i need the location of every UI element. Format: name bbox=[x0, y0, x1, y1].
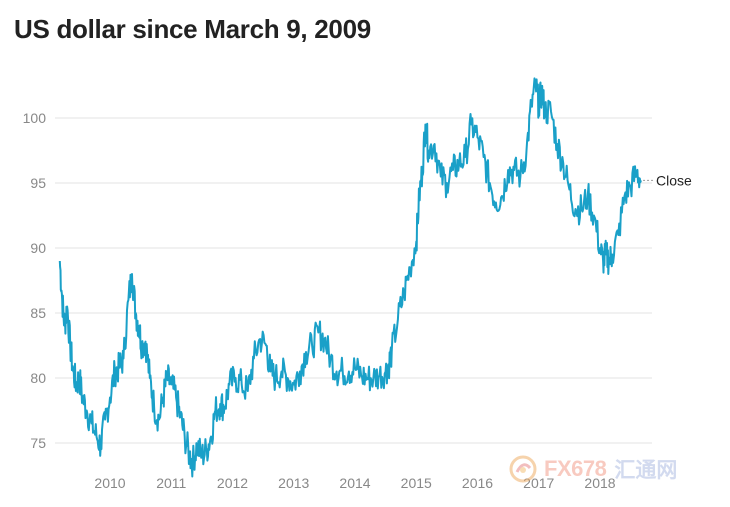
close-label: Close bbox=[656, 172, 692, 188]
chart-title: US dollar since March 9, 2009 bbox=[14, 14, 371, 44]
x-tick-label: 2013 bbox=[278, 475, 309, 491]
series-line bbox=[58, 77, 642, 478]
x-tick-label: 2012 bbox=[217, 475, 248, 491]
y-tick-label: 75 bbox=[30, 435, 46, 451]
x-tick-label: 2018 bbox=[584, 475, 615, 491]
fx678-watermark: FX678 汇通网 bbox=[508, 452, 677, 486]
x-tick-label: 2010 bbox=[94, 475, 125, 491]
annotations: Close bbox=[643, 172, 692, 188]
series-line-layer bbox=[58, 77, 642, 478]
fx678-logo-icon bbox=[508, 454, 538, 484]
y-tick-label: 90 bbox=[30, 240, 46, 256]
y-axis-tick-labels: 75 80 85 90 95 100 bbox=[23, 110, 47, 451]
y-tick-label: 80 bbox=[30, 370, 46, 386]
watermark-cn-name: 汇通网 bbox=[614, 459, 678, 482]
watermark-brand: FX678 bbox=[544, 456, 607, 481]
x-tick-label: 2016 bbox=[462, 475, 493, 491]
x-axis-tick-labels: 2010 2011 2012 2013 2014 2015 2016 2017 2018 bbox=[94, 475, 615, 491]
x-tick-label: 2014 bbox=[339, 475, 370, 491]
y-tick-label: 100 bbox=[23, 110, 47, 126]
y-tick-label: 85 bbox=[30, 305, 46, 321]
x-tick-label: 2011 bbox=[156, 475, 186, 491]
y-tick-label: 95 bbox=[30, 175, 46, 191]
x-tick-label: 2015 bbox=[401, 475, 432, 491]
